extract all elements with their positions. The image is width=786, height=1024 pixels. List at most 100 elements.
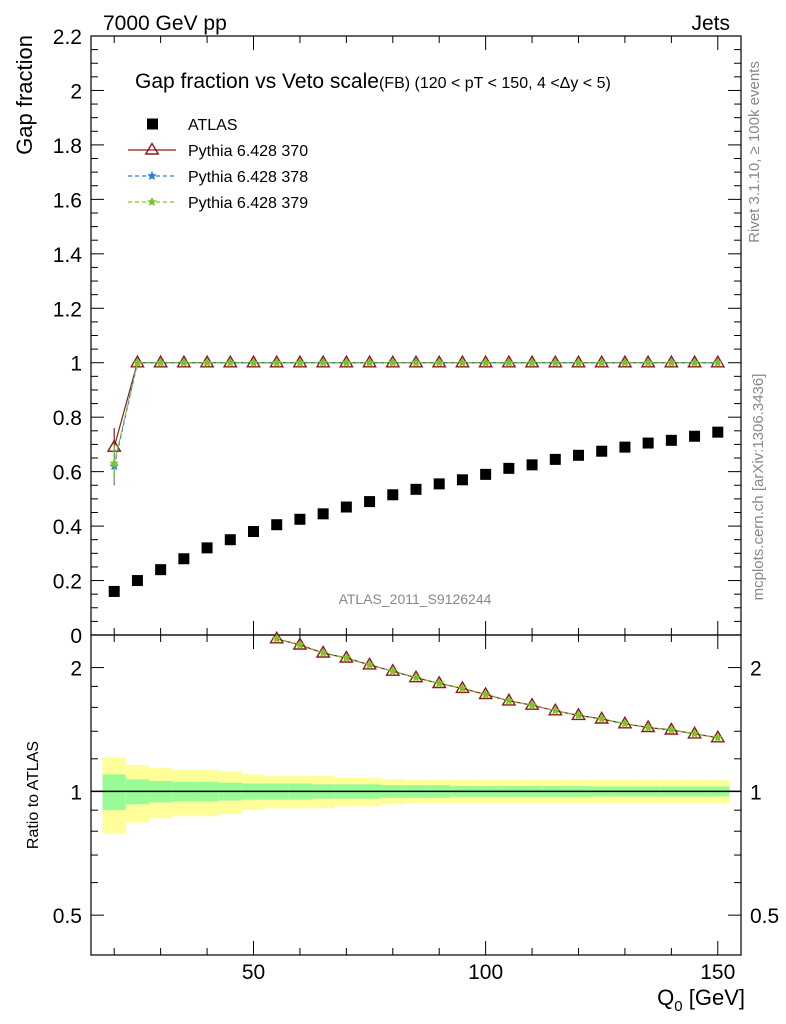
pythia-6-428-379-point [643, 357, 654, 367]
pythia-6-428-379-point [689, 357, 700, 367]
pythia-6-428-379-point [596, 357, 607, 367]
pythia-6-428-379-point [666, 357, 677, 367]
ratio-pythia-379-point [596, 713, 607, 724]
legend-label-pythia-6-428-378: Pythia 6.428 378 [188, 169, 308, 186]
ratio-pythia-379-point [294, 639, 305, 650]
pythia-6-428-379-point [573, 357, 584, 367]
bottom-plot-frame [90, 634, 742, 956]
top-y-tick-label: 2 [70, 80, 82, 103]
pythia-6-428-379-point [457, 357, 468, 367]
ratio-pythia-379-point [666, 724, 677, 735]
stat-uncertainty-band [102, 774, 126, 811]
ratio-pythia-379-point [411, 672, 421, 682]
top-y-tick-label: 1 [70, 353, 82, 376]
x-axis-label: Q0 [GeV] [657, 985, 745, 1015]
pythia-6-428-379-point [480, 357, 491, 367]
ratio-pythia-379-point [271, 633, 282, 643]
ratio-pythia-370-line [276, 638, 718, 739]
atlas-data-point [108, 585, 120, 597]
legend: ATLAS Pythia 6.428 370 Pythia 6.428 378 Pyt… [128, 117, 308, 212]
atlas-data-point [480, 468, 492, 480]
atlas-data-point [271, 519, 283, 531]
atlas-data-point [433, 478, 445, 490]
legend-label-pythia-6-428-379: Pythia 6.428 379 [188, 195, 308, 212]
ratio-pythia-379-line [276, 638, 718, 739]
pythia-6-428-370-line [113, 362, 718, 448]
top-y-tick-label: 1.2 [53, 298, 82, 321]
ratio-pythia-379-point [457, 683, 468, 693]
ratio-pythia-379-point [619, 718, 630, 728]
ratio-pythia-379-point [503, 695, 514, 706]
atlas-data-point [526, 459, 538, 471]
pythia-6-428-379-point [364, 357, 375, 367]
atlas-data-point [689, 430, 701, 442]
mcplots-label: mcplots.cern.ch [arXiv:1306.3436] [750, 374, 767, 601]
atlas-data-point [364, 496, 376, 508]
atlas-data-point [549, 453, 561, 465]
ratio-pythia-379-point [387, 666, 398, 676]
pythia-6-428-379-line [113, 362, 718, 464]
chart-title-sub: (FB) (120 < pT < 150, 4 <Δy < 5) [379, 75, 611, 92]
atlas-data-point [387, 489, 399, 501]
top-y-axis-label: Gap fraction [12, 35, 37, 155]
ratio-pythia-379-point [341, 652, 352, 663]
ratio-pythia-379-point [689, 728, 700, 739]
pythia-6-428-379-point [271, 357, 282, 367]
bottom-panel: 50 100 150 0.5 0.5 1 1 2 2 [53, 630, 779, 984]
pythia-6-428-379-point [387, 357, 398, 367]
top-y-tick-label: 0.4 [53, 516, 83, 539]
top-y-tick-label: 0.2 [53, 571, 82, 594]
atlas-data-point [201, 542, 213, 554]
pythia-6-428-379-point [155, 357, 166, 367]
top-panel: 0 0.2 0.4 0.6 0.8 1 1.2 1.4 1.6 1.8 2 2.2 [53, 26, 742, 648]
atlas-data-point [155, 564, 167, 576]
pythia-6-428-379-point [341, 357, 352, 367]
legend-marker-atlas [147, 118, 158, 130]
x-axis-label-main: Q [657, 985, 674, 1010]
ratio-pythia-379-point [434, 678, 445, 688]
ratio-pythia-379-point [550, 705, 561, 715]
analysis-watermark: ATLAS_2011_S9126244 [339, 591, 492, 607]
pythia-6-428-379-point [550, 357, 561, 367]
legend-label-pythia-6-428-370: Pythia 6.428 370 [188, 143, 308, 160]
pythia-6-428-378-line [113, 362, 718, 467]
top-y-tick-label: 1.4 [53, 244, 83, 267]
legend-marker-pythia-6-428-379 [147, 196, 157, 207]
atlas-data-point [131, 575, 143, 587]
rivet-label: Rivet 3.1.10, ≥ 100k events [746, 61, 763, 243]
chart-title: Gap fraction vs Veto scale(FB) (120 < pT… [135, 70, 611, 93]
ratio-pythia-379-point [318, 647, 329, 658]
legend-label-atlas: ATLAS [188, 117, 238, 134]
ratio-pythia-379-point [480, 689, 491, 699]
top-y-tick-label: 0 [70, 625, 82, 648]
pythia-6-428-379-point [294, 357, 305, 367]
atlas-data-point [456, 474, 468, 486]
ratio-pythia-378-line [276, 638, 718, 739]
ratio-pythia-379-point [712, 732, 723, 742]
pythia-6-428-379-point [225, 357, 236, 367]
atlas-data-point [573, 449, 584, 461]
x-axis-label-sub: 0 [674, 998, 682, 1015]
chart-title-main: Gap fraction vs Veto scale [135, 70, 379, 93]
bottom-y-tick-label-left: 2 [70, 658, 82, 681]
atlas-data-point [712, 426, 724, 438]
top-y-tick-label: 2.2 [53, 26, 82, 49]
x-tick-label: 100 [468, 961, 503, 984]
pythia-6-428-379-point [411, 357, 421, 367]
top-y-tick-label: 0.6 [53, 462, 82, 485]
pythia-6-428-379-point [712, 357, 723, 367]
ratio-pythia-379-point [643, 722, 654, 732]
atlas-data-point [642, 437, 654, 449]
atlas-data-point [178, 553, 190, 565]
atlas-data-point [503, 462, 515, 474]
pythia-6-428-379-point [619, 357, 630, 367]
atlas-data-point [317, 508, 329, 520]
pythia-6-428-379-point [202, 357, 213, 367]
pythia-6-428-379-point [132, 357, 143, 367]
ratio-pythia-379-point [364, 659, 375, 670]
top-y-tick-label: 1.8 [53, 135, 82, 158]
x-tick-label: 50 [242, 961, 265, 984]
x-axis-label-unit: [GeV] [683, 985, 745, 1010]
ratio-pythia-379-point [573, 710, 584, 720]
legend-marker-pythia-6-428-370 [144, 142, 160, 155]
